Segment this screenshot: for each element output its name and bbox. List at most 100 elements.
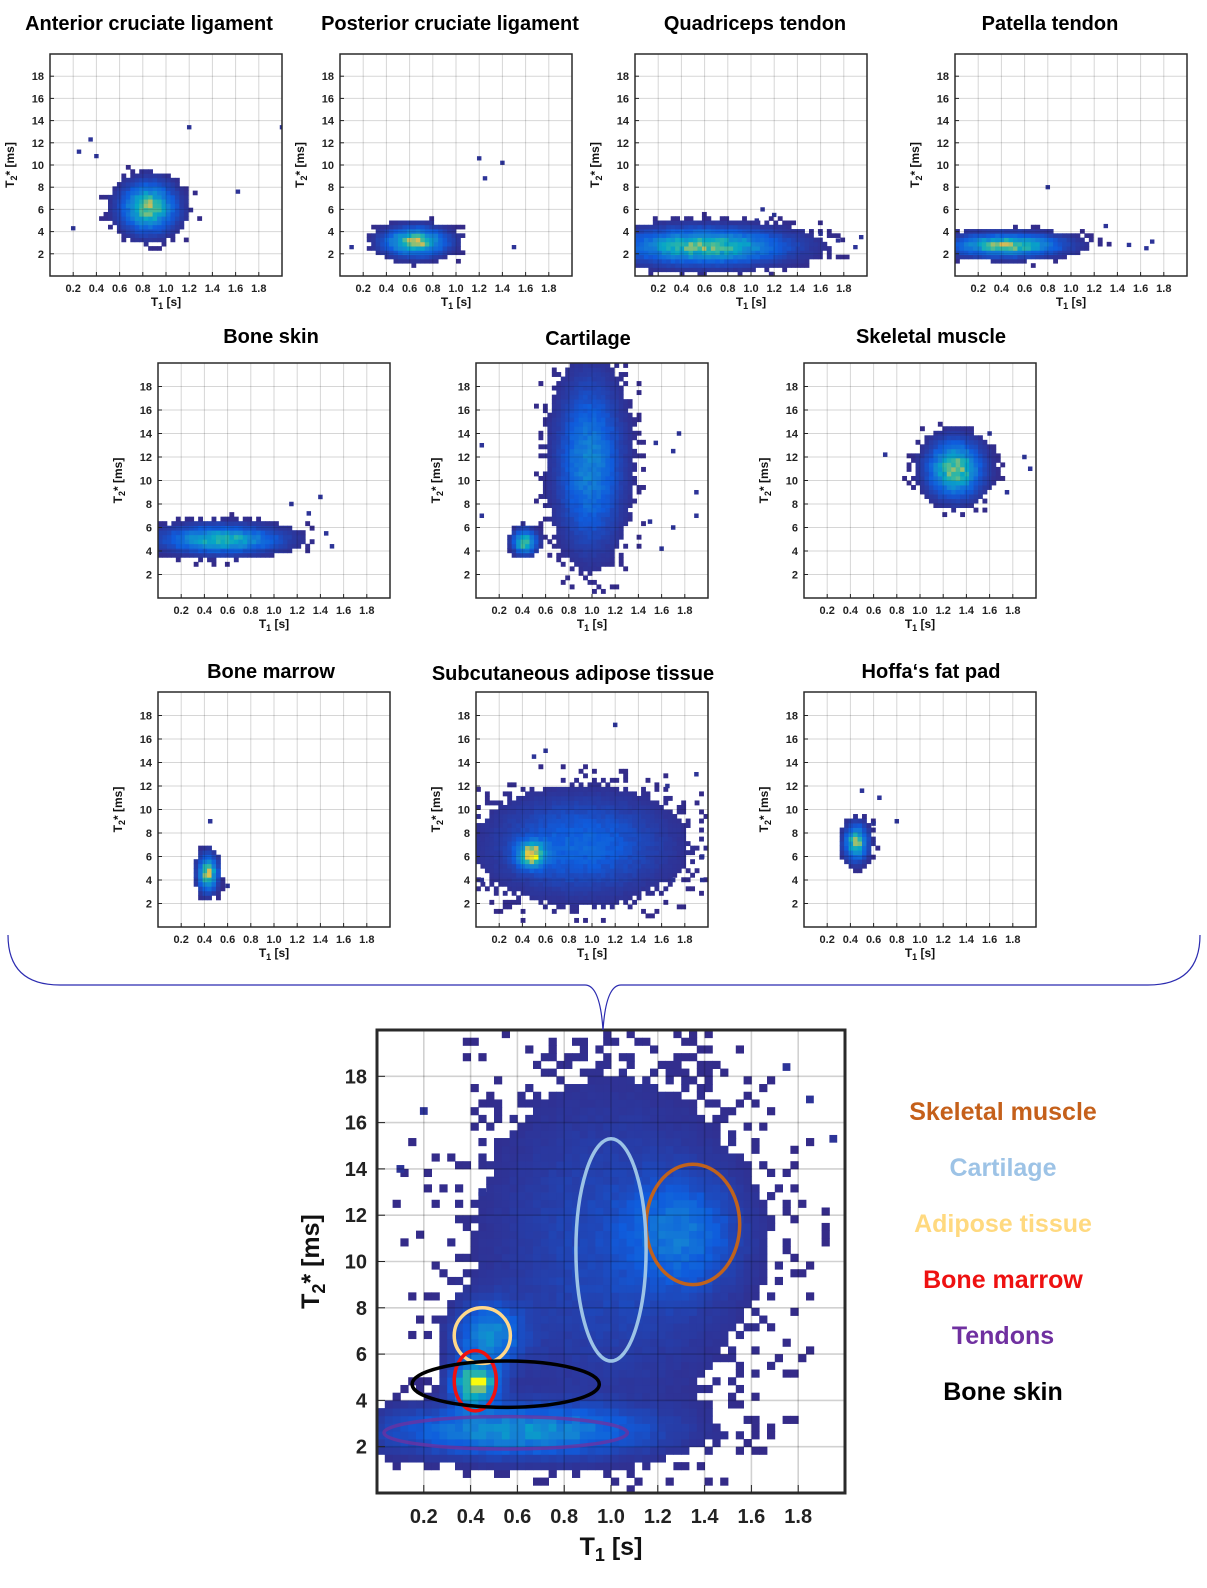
heatmap-cell — [981, 241, 987, 247]
heatmap-cell — [179, 220, 185, 226]
heatmap-cell — [650, 854, 655, 860]
heatmap-cell — [511, 881, 517, 887]
heatmap-cell — [627, 412, 633, 418]
heatmap-cell — [175, 557, 181, 563]
heatmap-cell — [265, 530, 270, 536]
heatmap-cell — [592, 444, 597, 450]
heatmap-cell — [969, 489, 974, 495]
heatmap-cell — [706, 241, 712, 247]
heatmap-cell — [933, 439, 939, 445]
grid-lines — [476, 692, 708, 927]
heatmap-cell — [636, 859, 642, 865]
heatmap-cell — [614, 886, 620, 892]
heatmap-cell — [670, 258, 676, 264]
heatmap-cell — [442, 237, 448, 243]
heatmap-cell — [1030, 254, 1036, 260]
heatmap-cell — [596, 394, 602, 400]
heatmap-cell — [652, 237, 658, 243]
heatmap-cell — [596, 399, 602, 405]
heatmap-cell — [600, 791, 606, 797]
heatmap-cell — [1062, 233, 1067, 238]
heatmap-cell — [618, 448, 624, 454]
heatmap-cell — [764, 233, 770, 238]
heatmap-cell — [269, 548, 275, 554]
heatmap-cell — [256, 521, 262, 527]
heatmap-cell — [639, 224, 645, 230]
heatmap-cell — [309, 539, 315, 545]
heatmap-cell — [256, 552, 262, 558]
heatmap-cell — [942, 471, 948, 477]
heatmap-cell — [977, 254, 983, 260]
heatmap-cell — [737, 250, 743, 256]
heatmap-cell — [951, 430, 957, 436]
heatmap-cell — [211, 872, 217, 878]
heatmap-cell — [556, 557, 562, 563]
heatmap-cell — [161, 216, 167, 221]
heatmap-cell — [906, 480, 912, 486]
heatmap-cell — [826, 254, 832, 260]
heatmap-cell — [605, 827, 611, 833]
heatmap-cell — [180, 552, 186, 558]
heatmap-cell — [569, 886, 575, 892]
heatmap-cell — [759, 246, 765, 251]
heatmap-cell — [583, 494, 588, 499]
heatmap-cell — [180, 521, 186, 527]
heatmap-cell — [560, 390, 566, 396]
heatmap-cell — [447, 1307, 456, 1316]
heatmap-cell — [569, 399, 575, 405]
heatmap-cell — [556, 385, 562, 391]
heatmap-cell — [529, 895, 535, 901]
heatmap-cell — [636, 804, 642, 810]
heatmap-cell — [560, 457, 566, 463]
y-tick-label: 16 — [786, 734, 798, 746]
heatmap-cell — [574, 868, 580, 874]
heatmap-cell — [697, 250, 703, 256]
heatmap-cell — [171, 543, 177, 549]
y-tick-label: 16 — [32, 93, 44, 105]
heatmap-cell — [509, 1199, 518, 1208]
chart-title: Hoffa‘s fat pad — [862, 661, 1001, 683]
heatmap-cell — [574, 859, 580, 865]
heatmap-cell — [710, 263, 716, 268]
heatmap-cell — [470, 1438, 479, 1448]
heatmap-cell — [928, 457, 934, 463]
heatmap-cell — [990, 254, 996, 260]
heatmap-cell — [777, 233, 783, 238]
heatmap-cell — [583, 764, 588, 770]
heatmap-cell — [542, 480, 548, 486]
heatmap-cell — [511, 859, 517, 865]
heatmap-cell — [538, 859, 544, 865]
heatmap-cell — [447, 250, 452, 256]
heatmap-cell — [520, 877, 526, 883]
heatmap-cell — [627, 845, 633, 851]
heatmap-cell — [494, 1284, 503, 1293]
heatmap-cell — [565, 539, 571, 545]
heatmap-cell — [627, 868, 633, 874]
heatmap-cell — [667, 854, 673, 860]
heatmap-cell — [478, 1415, 487, 1424]
heatmap-cell — [973, 507, 979, 513]
heatmap-cell — [587, 372, 593, 377]
heatmap-cell — [600, 561, 606, 567]
heatmap-cell — [681, 804, 687, 810]
heatmap-cell — [654, 886, 660, 892]
heatmap-cell — [1035, 237, 1041, 243]
heatmap-cell — [614, 390, 620, 396]
heatmap-cell — [982, 439, 988, 445]
heatmap-cell — [605, 480, 611, 486]
heatmap-cell — [605, 516, 611, 522]
heatmap-cell — [658, 818, 664, 824]
heatmap-cell — [538, 539, 544, 545]
heatmap-cell — [1075, 233, 1081, 238]
heatmap-cell — [706, 220, 712, 226]
heatmap-cell — [565, 498, 571, 504]
heatmap-cell — [813, 241, 819, 247]
heatmap-cell — [198, 863, 204, 869]
heatmap-cell — [451, 233, 457, 238]
heatmap-cell — [973, 475, 979, 481]
heatmap-cell — [764, 241, 770, 247]
heatmap-cell — [690, 850, 696, 856]
grid-lines — [635, 54, 867, 276]
heatmap-cell — [737, 263, 743, 268]
heatmap-cell — [556, 539, 562, 545]
